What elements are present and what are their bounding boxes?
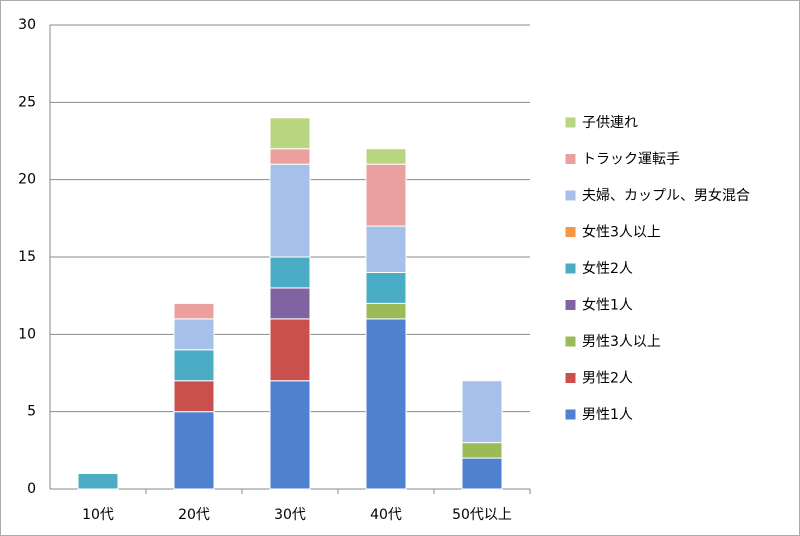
bar-segment <box>461 457 503 490</box>
legend-swatch <box>564 408 577 421</box>
bar-segment <box>461 442 503 459</box>
legend-swatch <box>564 262 577 275</box>
bar-segment <box>269 148 311 165</box>
bar-segment <box>365 163 407 227</box>
x-tick-label: 10代 <box>82 507 114 523</box>
legend-label: 男性1人 <box>582 407 633 423</box>
legend-swatch <box>564 372 577 384</box>
bar-segment <box>269 163 311 258</box>
y-tick-label: 10 <box>18 326 36 342</box>
legend-label: 女性1人 <box>582 297 633 314</box>
x-tick-label: 20代 <box>178 507 210 523</box>
legend-label: 女性2人 <box>582 260 633 277</box>
bar-segment <box>269 287 311 320</box>
y-tick-label: 30 <box>18 17 36 33</box>
bar-segment <box>365 302 407 320</box>
x-tick-label: 30代 <box>274 507 306 523</box>
bar-segment <box>77 473 119 490</box>
bar-segment <box>365 318 407 490</box>
legend-swatch <box>564 226 577 238</box>
y-tick-label: 0 <box>27 481 36 497</box>
bar-segment <box>269 380 311 490</box>
bar-segment <box>365 148 407 165</box>
bar-segment <box>173 302 215 320</box>
bar-segment <box>269 256 311 289</box>
bar-segment <box>365 225 407 273</box>
legend-swatch <box>564 116 577 129</box>
y-tick-label: 25 <box>18 94 36 110</box>
legend-label: 男性2人 <box>582 371 633 387</box>
legend-swatch <box>564 335 577 348</box>
bar-segment <box>173 349 215 382</box>
y-tick-label: 20 <box>18 172 36 188</box>
bar-segment <box>461 380 503 444</box>
legend-swatch <box>564 299 577 311</box>
legend-label: 夫婦、カップル、男女混合 <box>582 187 750 204</box>
x-tick-label: 40代 <box>370 507 402 523</box>
legend-swatch <box>564 189 577 202</box>
legend-label: 子供連れ <box>582 115 638 131</box>
y-tick-label: 5 <box>27 404 36 420</box>
legend-label: トラック運転手 <box>582 152 680 168</box>
bar-segment <box>173 411 215 490</box>
bar-segment <box>173 318 215 351</box>
legend-label: 女性3人以上 <box>582 224 661 241</box>
x-tick-label: 50代以上 <box>452 507 512 523</box>
bar-segment <box>173 380 215 413</box>
bar-segment <box>365 271 407 304</box>
legend-swatch <box>564 153 577 165</box>
bar-segment <box>269 117 311 150</box>
bar-segment <box>269 318 311 382</box>
y-tick-label: 15 <box>18 249 36 265</box>
legend-label: 男性3人以上 <box>582 334 661 350</box>
